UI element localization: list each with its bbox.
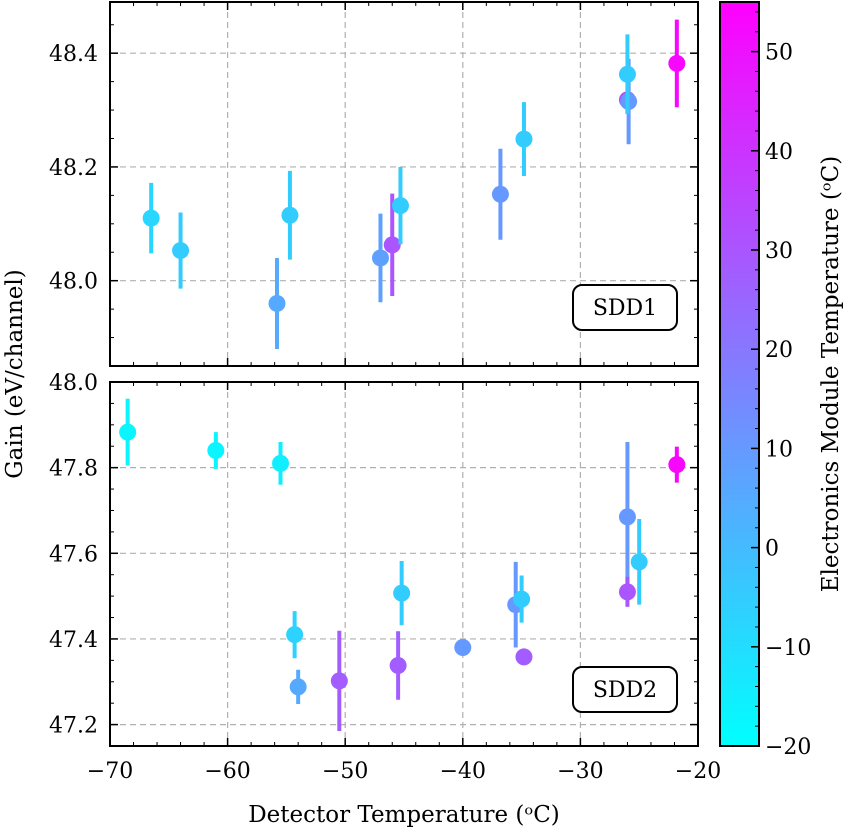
x-tick-label: −30 bbox=[557, 759, 603, 784]
colorbar-tick-label: 10 bbox=[765, 437, 793, 462]
sdd1-marker bbox=[668, 54, 686, 72]
sdd2-marker bbox=[119, 423, 137, 441]
colorbar-tick-label: 30 bbox=[765, 239, 793, 264]
colorbar-tick-label: −20 bbox=[765, 735, 811, 760]
sdd1-data-point bbox=[172, 212, 190, 289]
sdd1-label: SDD1 bbox=[593, 296, 657, 321]
sdd2-data-point bbox=[119, 398, 137, 466]
panel-sdd1-frame bbox=[109, 1, 699, 367]
sdd1-data-point bbox=[668, 19, 686, 108]
sdd1-marker bbox=[281, 206, 299, 224]
panel-sdd2-frame bbox=[109, 381, 699, 747]
x-axis-tick-labels: −70 −60 −50 −40 −30 −20 bbox=[87, 759, 721, 784]
sdd1-marker bbox=[371, 249, 389, 267]
x-tick-label: −40 bbox=[440, 759, 486, 784]
sdd2-data-point bbox=[286, 611, 304, 659]
sdd2-data-point bbox=[330, 630, 348, 732]
sdd2-marker bbox=[515, 648, 533, 666]
colorbar-tick-label: 0 bbox=[765, 537, 779, 562]
sdd1-marker bbox=[268, 294, 286, 312]
sdd1-data-point bbox=[142, 182, 160, 254]
sdd2-label-box: SDD2 bbox=[572, 666, 678, 713]
colorbar: −20 −10 0 10 20 30 40 50 bbox=[719, 1, 811, 760]
sdd2-data-point bbox=[272, 441, 290, 485]
sdd1-y-tick-label: 48.4 bbox=[49, 42, 98, 67]
sdd1-marker bbox=[391, 197, 409, 215]
sdd2-data-point bbox=[618, 441, 636, 592]
sdd1-marker bbox=[515, 130, 533, 148]
sdd2-data-point bbox=[668, 446, 686, 483]
colorbar-tick-label: 20 bbox=[765, 338, 793, 363]
colorbar-label: Electronics Module Temperature (ᵒC) bbox=[818, 156, 844, 593]
sdd1-data-point bbox=[383, 193, 401, 297]
sdd2-data-point bbox=[630, 519, 648, 605]
sdd2-marker bbox=[389, 656, 407, 674]
sdd2-marker bbox=[618, 583, 636, 601]
sdd1-label-box: SDD1 bbox=[572, 284, 678, 331]
sdd2-label: SDD2 bbox=[593, 678, 657, 703]
sdd2-y-tick-label: 47.2 bbox=[49, 714, 98, 739]
sdd1-marker bbox=[491, 185, 509, 203]
sdd1-data-point bbox=[281, 170, 299, 260]
sdd2-y-tick-label: 47.4 bbox=[49, 628, 98, 653]
sdd2-marker bbox=[286, 626, 304, 644]
y-axis-label: Gain (eV/channel) bbox=[2, 269, 28, 478]
x-tick-label: −60 bbox=[204, 759, 250, 784]
sdd2-data-point bbox=[389, 631, 407, 700]
sdd2-marker bbox=[454, 639, 472, 657]
sdd2-data-point bbox=[515, 648, 533, 666]
sdd2-data-point bbox=[289, 669, 307, 705]
sdd2-data-point bbox=[513, 575, 531, 623]
sdd1-marker bbox=[172, 242, 190, 260]
sdd1-marker bbox=[618, 65, 636, 83]
colorbar-tick-label: −10 bbox=[765, 636, 811, 661]
sdd1-data-point bbox=[268, 257, 286, 349]
sdd2-y-tick-label: 48.0 bbox=[49, 371, 98, 396]
colorbar-tick-label: 50 bbox=[765, 41, 793, 66]
sdd1-data-point bbox=[371, 213, 389, 303]
sdd1-y-tick-label: 48.2 bbox=[49, 156, 98, 181]
x-axis-label: Detector Temperature (ᵒC) bbox=[248, 802, 560, 828]
colorbar-gradient bbox=[720, 2, 759, 746]
sdd2-marker bbox=[289, 678, 307, 696]
sdd2-y-tick-label: 47.8 bbox=[49, 457, 98, 482]
sdd1-y-tick-label: 48.0 bbox=[49, 270, 98, 295]
sdd1-data-point bbox=[515, 102, 533, 177]
sdd1-data-point bbox=[618, 34, 636, 115]
sdd2-marker bbox=[618, 508, 636, 526]
panel-sdd2: 47.2 47.4 47.6 47.8 48.0 SDD2 bbox=[49, 371, 699, 747]
x-tick-label: −20 bbox=[675, 759, 721, 784]
sdd1-marker bbox=[383, 236, 401, 254]
sdd2-marker bbox=[272, 454, 290, 472]
colorbar-tick-label: 40 bbox=[765, 140, 793, 165]
sdd2-marker bbox=[393, 584, 411, 602]
x-tick-label: −50 bbox=[322, 759, 368, 784]
sdd2-data-point bbox=[393, 561, 411, 626]
sdd2-data-point bbox=[454, 639, 472, 657]
panel-sdd1: 48.0 48.2 48.4 SDD1 bbox=[49, 1, 699, 367]
colorbar-frame bbox=[719, 1, 760, 747]
sdd2-marker bbox=[513, 590, 531, 608]
sdd2-marker bbox=[668, 456, 686, 474]
sdd1-data-point bbox=[391, 166, 409, 245]
sdd2-marker bbox=[630, 553, 648, 571]
sdd2-marker bbox=[330, 672, 348, 690]
sdd2-data-point bbox=[618, 576, 636, 607]
sdd2-y-tick-label: 47.6 bbox=[49, 542, 98, 567]
x-tick-label: −70 bbox=[87, 759, 133, 784]
sdd2-data-point bbox=[207, 432, 225, 469]
sdd1-data-point bbox=[491, 148, 509, 240]
sdd1-marker bbox=[142, 209, 160, 227]
sdd2-marker bbox=[207, 442, 225, 460]
